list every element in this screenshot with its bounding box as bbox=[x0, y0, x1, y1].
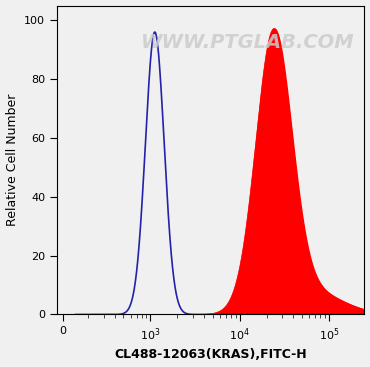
X-axis label: CL488-12063(KRAS),FITC-H: CL488-12063(KRAS),FITC-H bbox=[114, 348, 307, 361]
Y-axis label: Relative Cell Number: Relative Cell Number bbox=[6, 94, 18, 226]
Text: WWW.PTGLAB.COM: WWW.PTGLAB.COM bbox=[141, 33, 354, 52]
